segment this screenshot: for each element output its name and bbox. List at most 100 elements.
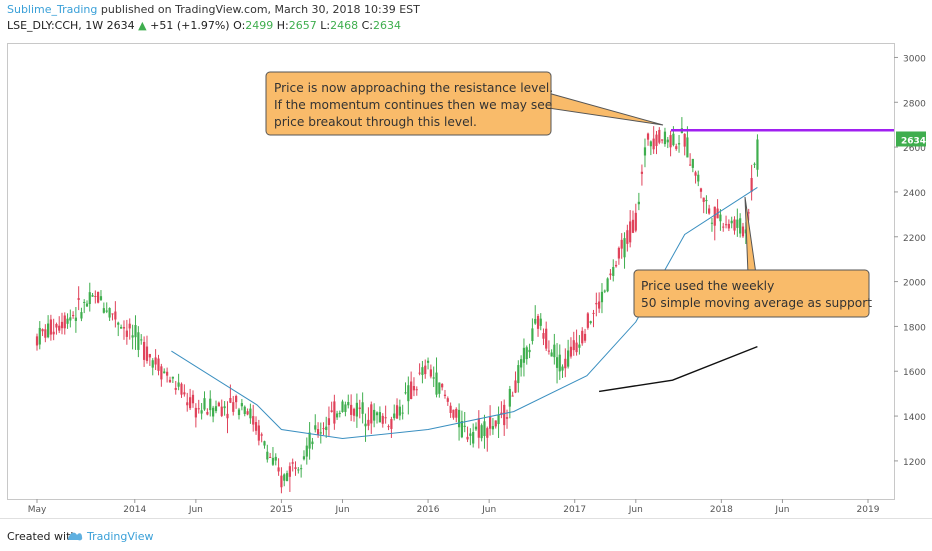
candle-body	[517, 365, 520, 384]
last-price: 2634	[106, 19, 135, 32]
candle-body	[189, 397, 192, 409]
candle-body	[378, 412, 381, 423]
x-tick-label: 2015	[270, 505, 293, 515]
candle-body	[491, 426, 495, 430]
candle-body	[325, 426, 328, 431]
callout-text: price breakout through this level.	[274, 115, 477, 129]
candle-body	[617, 247, 620, 259]
candle-body	[322, 428, 325, 430]
candle-body	[441, 383, 444, 388]
candle-body	[243, 406, 246, 415]
candle-body	[675, 146, 678, 149]
candle-body	[452, 409, 455, 418]
candle-body	[212, 407, 215, 417]
callout-pointer	[547, 92, 664, 126]
candle-body	[426, 360, 430, 363]
candle-body	[646, 133, 650, 140]
x-tick-label: Jun	[188, 505, 203, 515]
candle-body	[697, 174, 700, 182]
candle-body	[429, 369, 432, 377]
candle-body	[177, 382, 180, 387]
candle-body	[91, 295, 94, 297]
y-tick-label: 2200	[903, 234, 926, 244]
candle-body	[327, 418, 331, 426]
candle-body	[710, 222, 714, 224]
candle-body	[457, 409, 461, 428]
candle-body	[217, 402, 220, 407]
callouts-layer: Price is now approaching the resistance …	[265, 71, 872, 318]
candle-body	[486, 428, 489, 438]
candle-body	[550, 352, 553, 357]
y-tick-label: 1200	[903, 458, 926, 468]
candle-body	[168, 379, 172, 383]
candle-body	[553, 344, 556, 358]
symbol-bar: LSE_DLY:CCH, 1W 2634 ▲ +51 (+1.97%) O:24…	[7, 19, 401, 32]
candle-body	[102, 308, 105, 313]
sma200-line	[598, 345, 758, 393]
candle-body	[395, 405, 399, 419]
x-tick-label: Jun	[481, 505, 496, 515]
candle-body	[364, 423, 367, 427]
candle-body	[148, 354, 151, 358]
x-tick-label: 2016	[417, 505, 440, 515]
candle-body	[143, 341, 146, 360]
author-link[interactable]: Sublime_Trading	[7, 3, 98, 16]
callout-box	[633, 269, 870, 318]
candle-body	[214, 406, 218, 412]
candle-body	[335, 413, 339, 418]
x-tick-label: 2019	[857, 505, 880, 515]
candle-body	[122, 327, 126, 329]
candle-body	[747, 212, 750, 214]
candle-body	[52, 331, 55, 335]
close-label: C:	[361, 19, 373, 32]
candle-body	[277, 467, 280, 472]
chart-area[interactable]	[7, 43, 895, 500]
price-chart[interactable]: Price is now approaching the resistance …	[0, 0, 932, 518]
candle-body	[595, 302, 598, 305]
high-label: H:	[276, 19, 289, 32]
candle-body	[724, 224, 728, 226]
candle-body	[330, 410, 333, 412]
candle-body	[443, 394, 447, 396]
candle-body	[246, 411, 249, 415]
callout-pointer	[744, 196, 757, 275]
candle-body	[407, 385, 410, 402]
candle-body	[525, 347, 528, 360]
candle-body	[99, 296, 103, 300]
callout-text: Price is now approaching the resistance …	[274, 81, 553, 95]
candle-body	[370, 404, 373, 424]
up-arrow-icon: ▲	[138, 19, 147, 32]
candle-body	[274, 456, 277, 461]
candle-body	[305, 445, 308, 457]
candle-body	[69, 317, 72, 321]
candle-body	[677, 143, 681, 145]
candle-body	[97, 291, 100, 303]
candle-body	[534, 318, 537, 324]
candle-body	[294, 467, 297, 469]
candle-body	[655, 134, 658, 147]
symbol-name: LSE_DLY:CCH, 1W	[7, 19, 104, 32]
candle-body	[666, 139, 669, 143]
candle-body	[157, 358, 160, 371]
candle-body	[589, 321, 592, 323]
candle-body	[730, 220, 733, 224]
open-value: 2499	[245, 19, 274, 32]
candle-body	[237, 409, 241, 416]
candle-body	[640, 171, 644, 174]
candle-body	[511, 395, 514, 397]
candle-body	[223, 406, 226, 409]
candle-body	[446, 398, 449, 402]
candle-body	[114, 311, 117, 320]
candle-body	[367, 419, 370, 426]
created-with-text: Created with	[7, 530, 78, 543]
tradingview-brand-link[interactable]: TradingView	[87, 530, 154, 543]
candle-body	[58, 325, 61, 331]
candle-body	[614, 264, 618, 267]
candle-body	[415, 389, 418, 391]
candle-body	[469, 433, 472, 436]
price-change: +51 (+1.97%)	[150, 19, 230, 32]
candle-body	[483, 421, 486, 437]
candle-body	[733, 219, 736, 231]
tradingview-logo-icon	[66, 528, 84, 547]
candle-body	[285, 473, 289, 482]
